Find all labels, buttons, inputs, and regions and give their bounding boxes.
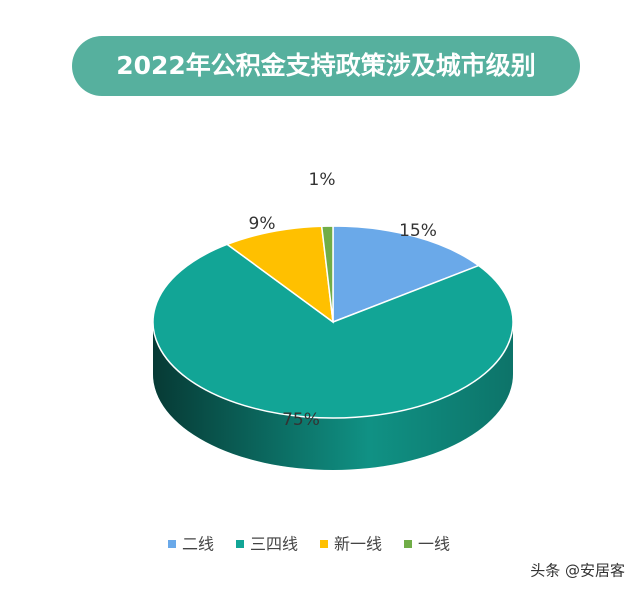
slice	[320, 225, 334, 323]
legend-label: 新一线	[334, 535, 382, 554]
legend-marker	[236, 540, 244, 548]
title-pill	[72, 36, 580, 96]
legend-label: 三四线	[250, 535, 298, 554]
slice	[225, 225, 334, 324]
data-label: 1%	[309, 170, 336, 190]
data-label: 75%	[282, 410, 320, 430]
data-label: 15%	[399, 221, 437, 241]
slice	[152, 243, 514, 419]
chart-title: 2022年公积金支持政策涉及城市级别	[116, 51, 536, 80]
slice	[332, 225, 481, 324]
legend-label: 一线	[418, 535, 450, 554]
legend-marker	[168, 540, 176, 548]
legend-marker	[320, 540, 328, 548]
slice-side-shade	[153, 322, 513, 470]
watermark: 头条 @安居客	[530, 562, 625, 580]
legend-marker	[404, 540, 412, 548]
data-label: 9%	[249, 214, 276, 234]
legend-label: 二线	[182, 535, 214, 554]
